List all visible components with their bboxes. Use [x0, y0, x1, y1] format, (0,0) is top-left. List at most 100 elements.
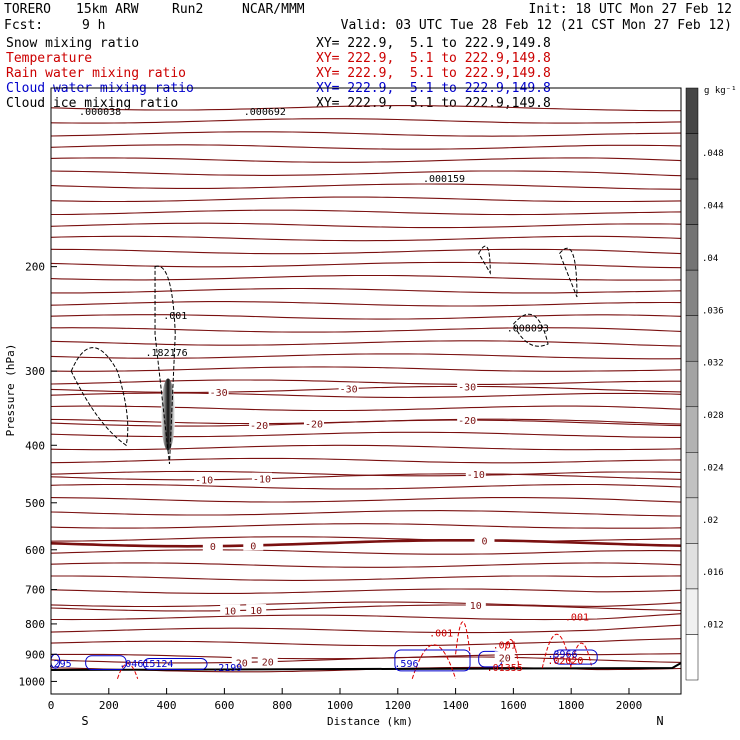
- y-tick-label: 700: [25, 584, 45, 597]
- isotherm-0: [50, 539, 682, 548]
- isotherm-label-bg: [243, 539, 264, 551]
- isotherm-label-bg: [257, 655, 278, 667]
- colorbar-bin: [685, 87, 699, 134]
- temperature-contour: [50, 235, 682, 242]
- x-tick-label: 800: [272, 699, 292, 712]
- isotherm-label: 20: [236, 658, 248, 669]
- temperature-contour: [50, 638, 682, 647]
- field-name-temperature: Temperature: [6, 51, 93, 66]
- isotherm-label-bg: [494, 651, 515, 663]
- model-name: TORERO: [4, 2, 51, 17]
- colorbar-tick-label: .04: [702, 254, 718, 264]
- colorbar-tick-label: .024: [702, 463, 724, 473]
- snow-core: [161, 378, 176, 451]
- temperature-contour: [50, 444, 682, 451]
- temperature-contour: [50, 144, 682, 150]
- rain-contour-label: .001: [565, 613, 589, 624]
- plot-frame: [50, 87, 682, 695]
- temperature-contour: [50, 301, 682, 307]
- rain-contour: [501, 638, 520, 669]
- colorbar-tick-label: .032: [702, 359, 724, 369]
- y-tick-label: 300: [25, 365, 45, 378]
- isotherm-label-bg: [465, 467, 486, 479]
- temperature-contour: [50, 183, 682, 190]
- isotherm-label: -30: [340, 385, 358, 396]
- x-tick-label: 200: [99, 699, 119, 712]
- isotherm-label: 0: [250, 541, 256, 552]
- colorbar-bin: [685, 634, 699, 681]
- snow-outline: [559, 247, 578, 298]
- isotherm-label-bg: [457, 380, 478, 392]
- isotherm-label: -30: [458, 382, 476, 393]
- temperature-contour: [50, 379, 681, 385]
- isotherm-label-bg: [303, 417, 324, 429]
- isotherm-label: 10: [224, 607, 236, 618]
- surface-line: [50, 662, 682, 671]
- temperature-contour: [51, 209, 682, 216]
- isotherm-label: 0: [210, 542, 216, 553]
- colorbar-bin: [685, 543, 699, 590]
- isotherm-label: -20: [305, 419, 323, 430]
- temperature-contour: [50, 497, 682, 503]
- cloud-water-contour: [142, 658, 208, 671]
- isotherm-label: -20: [458, 416, 476, 427]
- isotherm-label: -10: [467, 470, 485, 481]
- isotherm-label-bg: [338, 382, 359, 394]
- isotherm-label-bg: [194, 473, 215, 485]
- y-tick-label: 800: [25, 618, 45, 631]
- y-tick-label: 900: [25, 648, 45, 661]
- cloud_water-contour-label: .04615124: [119, 659, 173, 670]
- colorbar-tick-label: .012: [702, 621, 724, 631]
- isotherm--20: [50, 419, 682, 427]
- y-tick-label: 1000: [19, 675, 46, 688]
- field-xy-rain: XY= 222.9, 5.1 to 222.9,149.8: [316, 66, 551, 81]
- colorbar-bin: [685, 406, 699, 453]
- temperature-contour: [50, 431, 681, 438]
- isotherm-label-bg: [231, 656, 252, 668]
- isotherm-label: -20: [250, 421, 268, 432]
- temperature-contour: [50, 483, 682, 490]
- isotherm--30: [50, 385, 682, 393]
- isotherm-label: 10: [470, 601, 482, 612]
- x-tick-label: 1200: [385, 699, 412, 712]
- isotherm-label: -30: [210, 388, 228, 399]
- temperature-contour: [51, 575, 682, 581]
- y-tick-label: 200: [25, 261, 45, 274]
- rain-contour-label: .01355: [487, 663, 523, 674]
- temperature-contour: [50, 131, 682, 137]
- temperature-contour: [50, 170, 682, 177]
- rain-contour: [116, 663, 139, 679]
- colorbar: .048 .044 .04 .036 .032 .028 .024 .02 .016 .012: [685, 87, 724, 681]
- snow-contour-label: .000038: [79, 107, 121, 118]
- run-name: Run2: [172, 2, 204, 17]
- snow-outline: [478, 245, 491, 275]
- isotherm-label-bg: [220, 604, 241, 616]
- field-name-snow: Snow mixing ratio: [6, 36, 140, 51]
- field-xy-temperature: XY= 222.9, 5.1 to 222.9,149.8: [316, 51, 551, 66]
- x-tick-label: 1400: [442, 699, 469, 712]
- isotherm-10: [50, 604, 682, 612]
- contour-label-layer: -30 -30 -30 -20 -20 -20 -10 -10 -10 0 0 0 10 10 10 20 20…: [48, 107, 589, 674]
- rain-contour-label: .001: [429, 628, 453, 639]
- temperature-contour: [50, 105, 681, 112]
- colorbar-tick-label: .02: [702, 516, 718, 526]
- y-tick-label: 600: [25, 544, 45, 557]
- colorbar-bin: [685, 360, 699, 408]
- snow-outline: [70, 347, 129, 447]
- rain-contour: [411, 644, 457, 679]
- cloud_water-contour-label: .596: [394, 659, 418, 670]
- snow-outline: [512, 313, 549, 347]
- model-resolution: 15km ARW: [76, 2, 139, 17]
- temperature-contour: [50, 624, 682, 634]
- colorbar-tick-label: .028: [702, 411, 724, 421]
- x-tick-label: 1000: [327, 699, 354, 712]
- temperature-contour: [50, 562, 682, 568]
- temperature-contour: [50, 536, 682, 542]
- isotherm-label-bg: [465, 599, 486, 611]
- temperature-contour: [50, 457, 682, 464]
- temperature-contour: [50, 405, 682, 412]
- isotherm-label: 0: [481, 536, 487, 547]
- isotherm-label: -10: [195, 476, 213, 487]
- temperature-contour: [50, 222, 682, 229]
